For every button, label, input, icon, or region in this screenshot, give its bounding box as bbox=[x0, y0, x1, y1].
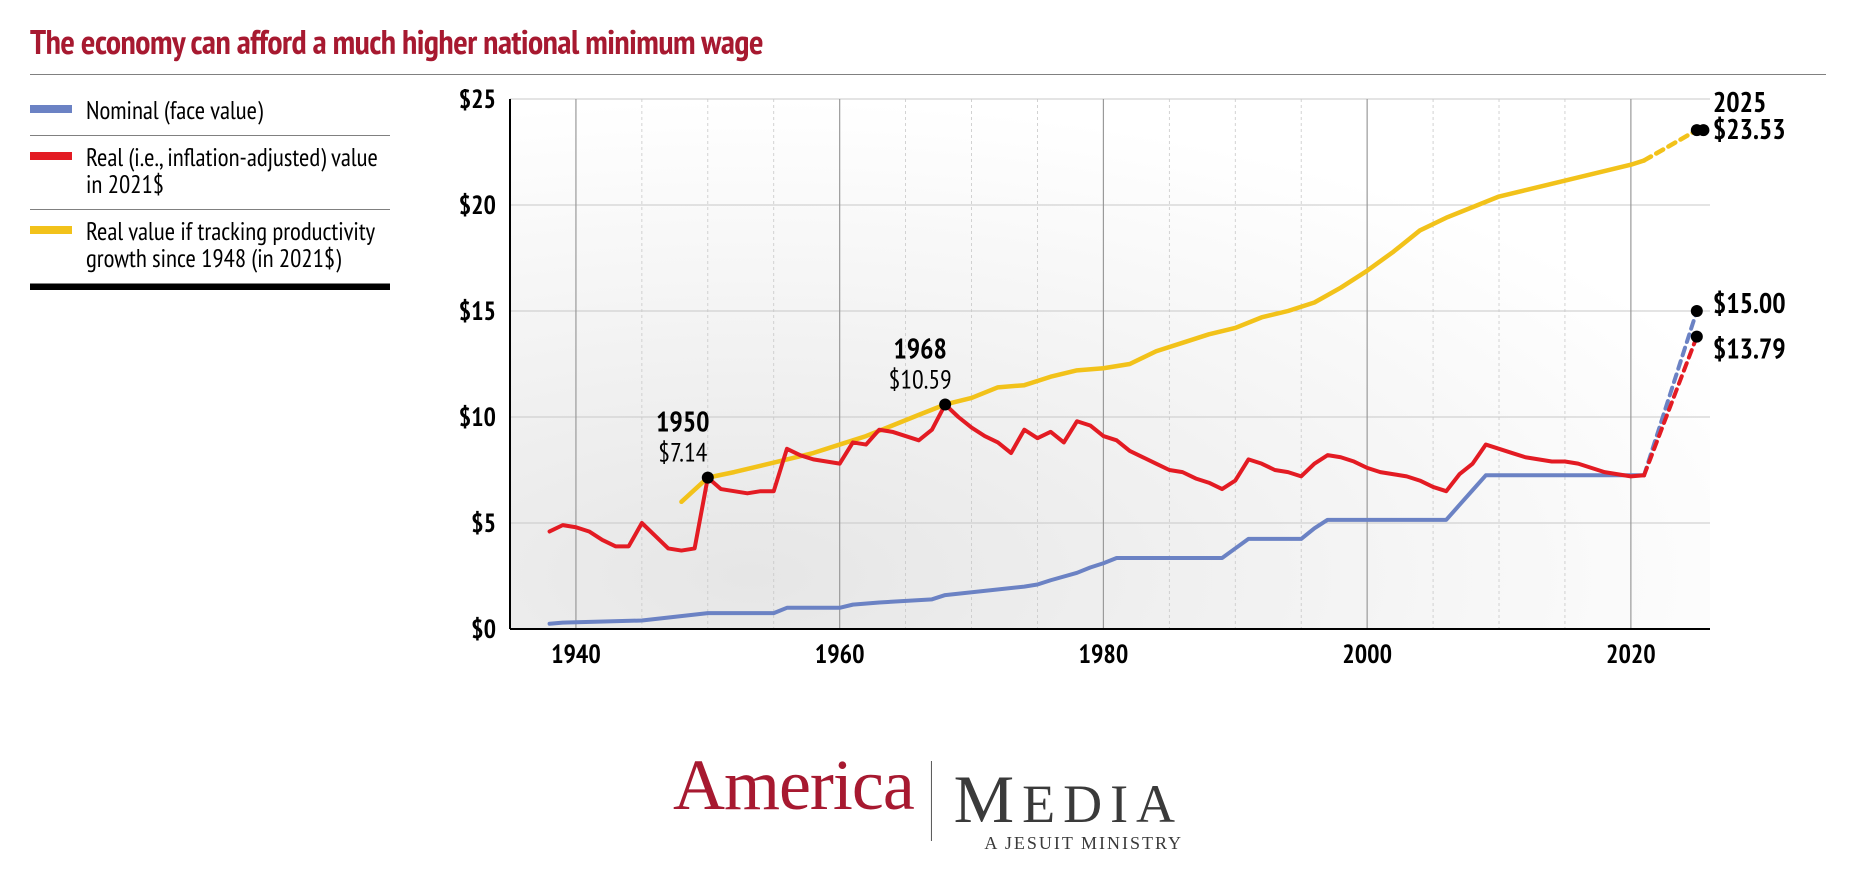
legend-swatch bbox=[30, 105, 72, 113]
svg-text:$20: $20 bbox=[459, 189, 496, 222]
brand-logo: America MEDIA A JESUIT MINISTRY bbox=[673, 744, 1183, 852]
legend: Nominal (face value) Real (i.e., inflati… bbox=[30, 89, 390, 290]
title-rule bbox=[30, 74, 1826, 75]
logo-media-text: MEDIA bbox=[954, 760, 1183, 839]
legend-end-rule bbox=[30, 284, 390, 290]
svg-text:1940: 1940 bbox=[551, 638, 601, 671]
svg-text:$13.79: $13.79 bbox=[1713, 330, 1786, 367]
svg-text:$10: $10 bbox=[459, 401, 496, 434]
svg-text:$15: $15 bbox=[459, 295, 496, 328]
chart-svg: $0$5$10$15$20$2519401960198020002020$23.… bbox=[430, 89, 1810, 709]
legend-swatch bbox=[30, 152, 72, 160]
svg-text:$5: $5 bbox=[471, 507, 496, 540]
legend-swatch bbox=[30, 226, 72, 234]
chart-title: The economy can afford a much higher nat… bbox=[30, 20, 1826, 64]
legend-item-real: Real (i.e., inflation-adjusted) value in… bbox=[30, 136, 390, 210]
legend-label: Real value if tracking productivity grow… bbox=[86, 218, 390, 273]
legend-item-productivity: Real value if tracking productivity grow… bbox=[30, 210, 390, 284]
svg-text:2020: 2020 bbox=[1606, 638, 1656, 671]
line-chart: $0$5$10$15$20$2519401960198020002020$23.… bbox=[430, 89, 1826, 709]
svg-text:$10.59: $10.59 bbox=[889, 363, 952, 396]
legend-label: Nominal (face value) bbox=[86, 97, 263, 125]
logo-america-text: America bbox=[673, 744, 914, 827]
svg-text:$7.14: $7.14 bbox=[658, 437, 707, 470]
svg-text:2000: 2000 bbox=[1342, 638, 1392, 671]
svg-text:1950: 1950 bbox=[656, 403, 710, 440]
svg-text:1968: 1968 bbox=[893, 329, 947, 366]
logo-separator bbox=[931, 761, 932, 841]
svg-text:$25: $25 bbox=[459, 89, 496, 116]
logo-subtitle: A JESUIT MINISTRY bbox=[954, 833, 1183, 854]
svg-text:2025: 2025 bbox=[1713, 89, 1767, 120]
legend-label: Real (i.e., inflation-adjusted) value in… bbox=[86, 144, 390, 199]
svg-text:1980: 1980 bbox=[1079, 638, 1129, 671]
legend-item-nominal: Nominal (face value) bbox=[30, 89, 390, 136]
svg-text:$15.00: $15.00 bbox=[1713, 284, 1786, 321]
svg-text:$0: $0 bbox=[471, 613, 496, 646]
svg-text:1960: 1960 bbox=[815, 638, 865, 671]
